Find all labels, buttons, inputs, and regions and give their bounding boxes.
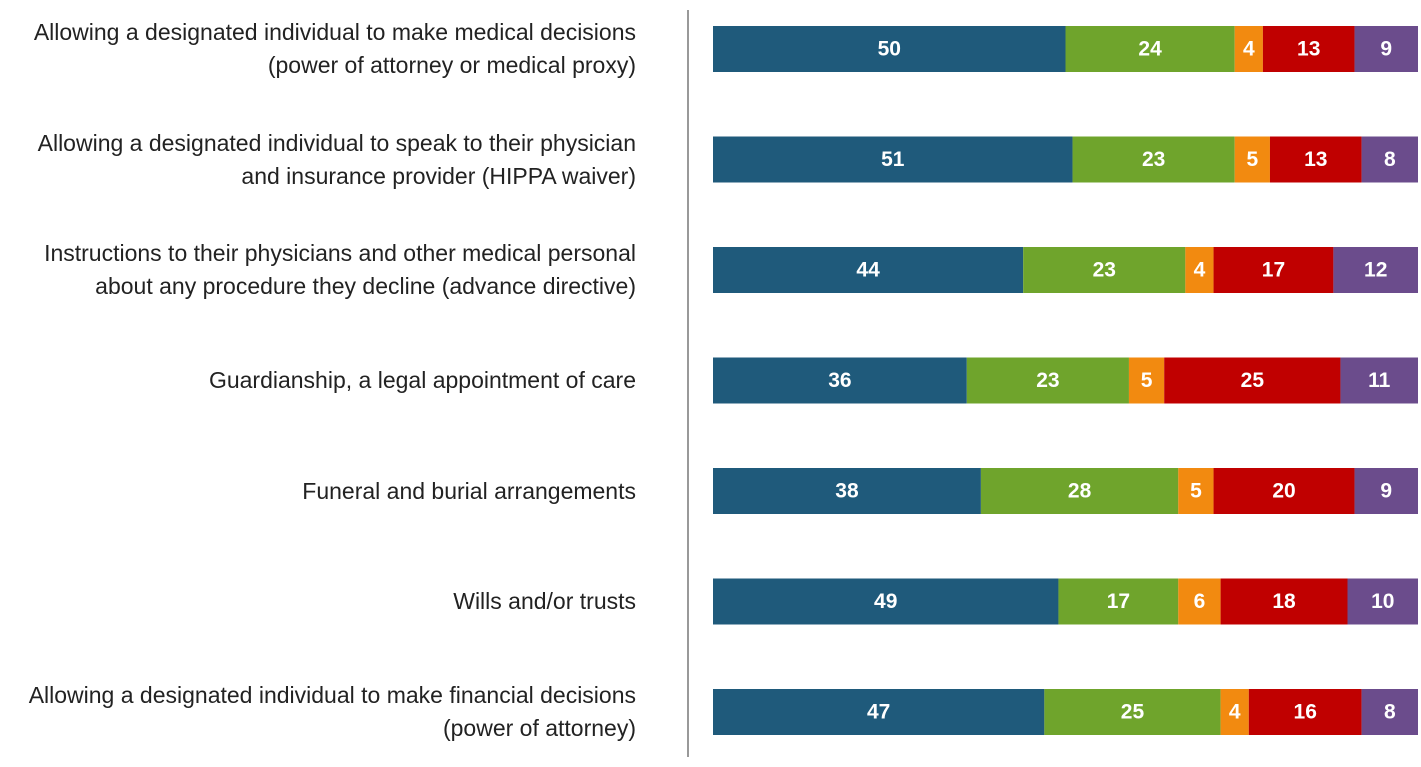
category-label: Funeral and burial arrangements [302, 477, 636, 504]
bar-segment [1044, 689, 1221, 735]
data-label: 18 [1272, 590, 1296, 613]
bar-segment [1213, 468, 1355, 514]
data-label: 16 [1294, 701, 1317, 724]
bar-segment [1065, 26, 1235, 72]
bar-segment [1023, 247, 1186, 293]
bar-segment [1178, 468, 1214, 514]
bar-segment [1248, 689, 1362, 735]
data-label: 24 [1138, 38, 1162, 61]
bar-segment [1220, 578, 1348, 625]
data-label: 6 [1194, 590, 1206, 613]
category-label: Allowing a designated individual to spea… [37, 129, 636, 189]
data-label: 9 [1380, 38, 1392, 61]
bar-segment [1220, 689, 1249, 735]
bar-segment [1213, 247, 1334, 293]
data-label: 4 [1243, 38, 1255, 61]
category-label: Wills and/or trusts [453, 588, 636, 614]
data-label: 8 [1384, 148, 1396, 171]
bar-segment [1058, 578, 1179, 625]
data-label: 25 [1241, 369, 1265, 392]
data-label: 5 [1141, 369, 1153, 392]
data-label: 23 [1142, 148, 1165, 171]
bar-segment [1361, 689, 1418, 735]
bar-segment [1234, 26, 1263, 72]
bar-segment [980, 468, 1179, 514]
bar-segment [1185, 247, 1214, 293]
bar-segment [1333, 247, 1418, 293]
bar-segment [1164, 357, 1341, 404]
data-label: 20 [1272, 480, 1295, 503]
data-label: 36 [828, 369, 851, 392]
bar-segment [713, 578, 1059, 625]
data-label: 47 [867, 701, 890, 724]
data-label: 9 [1380, 480, 1392, 503]
data-label: 50 [878, 38, 901, 61]
bar-segment [1347, 578, 1418, 625]
data-label: 11 [1368, 369, 1391, 392]
category-label: Instructions to their physicians and oth… [44, 240, 636, 299]
bar-segment [713, 689, 1045, 735]
data-label: 4 [1229, 701, 1241, 724]
category-label: Allowing a designated individual to make… [33, 19, 636, 78]
bar-segment [1269, 136, 1362, 183]
bar-segment [713, 357, 967, 404]
data-label: 4 [1194, 259, 1206, 282]
category-label: Allowing a designated individual to make… [28, 682, 636, 741]
bar-segment [1178, 578, 1221, 625]
data-label: 23 [1036, 369, 1059, 392]
data-label: 38 [835, 480, 859, 503]
data-label: 49 [874, 590, 897, 613]
bar-segment [966, 357, 1129, 404]
data-label: 44 [856, 259, 880, 282]
category-label: Guardianship, a legal appointment of car… [208, 367, 636, 393]
data-label: 51 [881, 148, 905, 171]
data-label: 5 [1190, 480, 1202, 503]
data-label: 23 [1093, 259, 1116, 282]
bar-segment [1354, 26, 1418, 72]
data-label: 28 [1068, 480, 1092, 503]
bar-segment [713, 136, 1073, 183]
data-label: 13 [1304, 148, 1327, 171]
data-label: 5 [1246, 148, 1258, 171]
data-label: 17 [1107, 590, 1130, 613]
data-label: 8 [1384, 701, 1396, 724]
bar-segment [1354, 468, 1418, 514]
data-label: 13 [1297, 38, 1320, 61]
bar-segment [713, 468, 981, 514]
data-label: 10 [1371, 590, 1394, 613]
bar-segment [713, 247, 1024, 293]
bar-segment [1340, 357, 1418, 404]
bar-segment [713, 26, 1066, 72]
bar-segment [1262, 26, 1355, 72]
bar-segment [1361, 136, 1418, 183]
bar-segment [1234, 136, 1270, 183]
bar-segment [1072, 136, 1235, 183]
data-label: 17 [1262, 259, 1285, 282]
bar-segment [1128, 357, 1165, 404]
data-label: 25 [1121, 701, 1145, 724]
data-label: 12 [1364, 259, 1387, 282]
